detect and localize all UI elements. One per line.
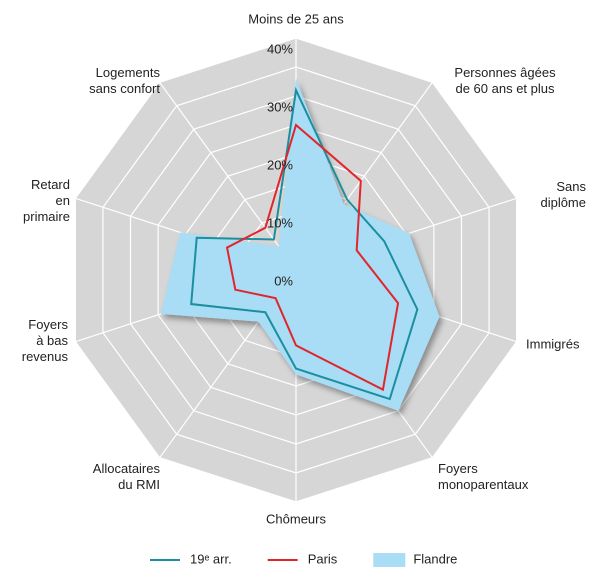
tick-label: 30%	[267, 99, 293, 114]
legend-label: Paris	[308, 551, 338, 566]
axis-label: Allocataires du RMI	[93, 461, 161, 492]
radar-area	[160, 78, 440, 411]
axis-label: Foyers à bas revenus	[22, 317, 69, 364]
axis-label: Foyers monoparentaux	[438, 461, 529, 492]
axis-label: Logements sans confort	[89, 65, 160, 96]
tick-label: 0%	[274, 273, 293, 288]
radar-line	[190, 86, 419, 401]
labels: 0% 10% 20% 30% 40% Moins de 25 ans Personnes â…	[22, 11, 586, 567]
legend-label: Flandre	[413, 551, 457, 566]
marks	[160, 78, 440, 411]
legend-swatch	[373, 553, 406, 567]
tick-label: 40%	[267, 41, 293, 56]
axis-label: Personnes âgées de 60 ans et plus	[454, 65, 556, 96]
axis-label: Retard en primaire	[23, 177, 70, 224]
tick-label: 10%	[267, 215, 293, 230]
axis-label: Chômeurs	[266, 511, 326, 526]
tick-label: 20%	[267, 157, 293, 172]
axis-label: Moins de 25 ans	[248, 11, 344, 26]
axis-label: Immigrés	[526, 336, 580, 351]
legend-label: 19ᵉ arr.	[190, 551, 232, 566]
radar-line	[225, 123, 400, 392]
axis-label: Sans diplôme	[540, 179, 586, 210]
